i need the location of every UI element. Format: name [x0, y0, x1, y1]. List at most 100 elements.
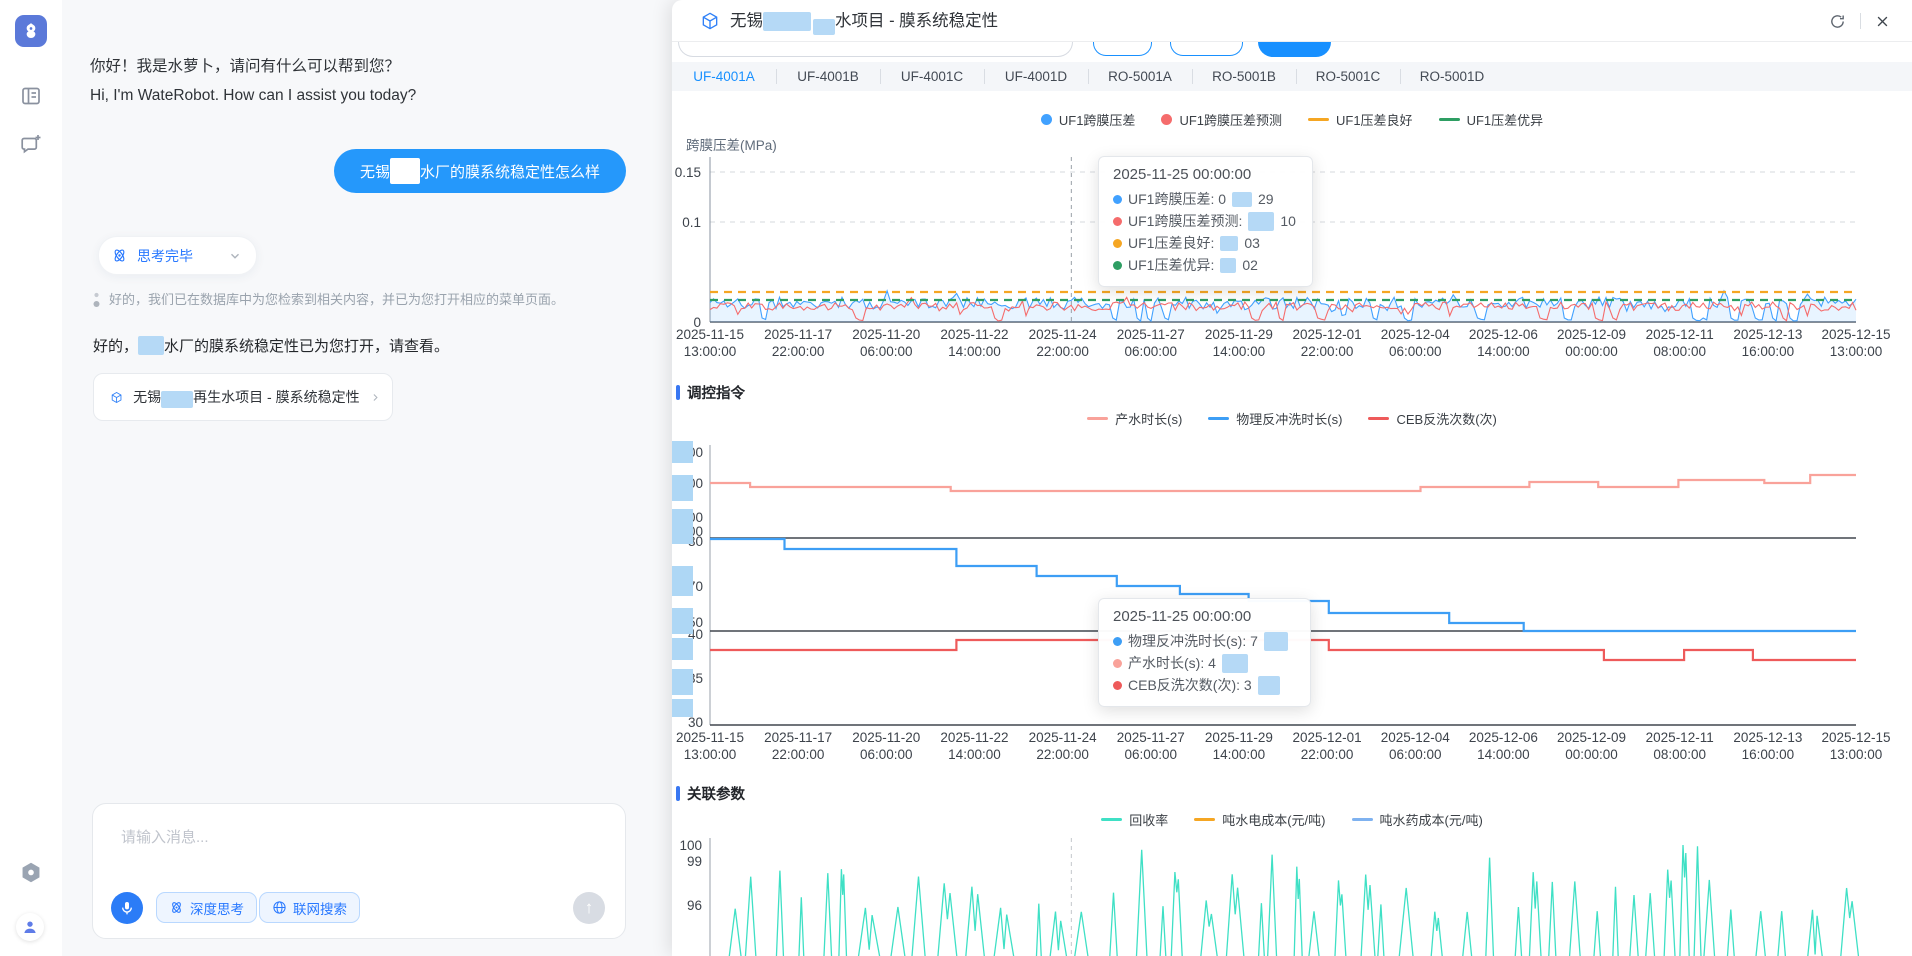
tab-RO-5001D[interactable]: RO-5001D: [1400, 62, 1504, 91]
project-nav-card[interactable]: 无锡再生水项目 - 膜系统稳定性: [93, 373, 393, 421]
assistant-reply: 好的， 水厂的膜系统稳定性已为您打开，请查看。: [93, 335, 449, 359]
send-button[interactable]: ↑: [573, 892, 605, 924]
tooltip-rows: UF1跨膜压差: 029UF1跨膜压差预测: 10UF1压差良好: 03UF1压…: [1113, 188, 1296, 276]
globe-icon: [272, 900, 287, 915]
svg-text:2025-12-09: 2025-12-09: [1557, 730, 1626, 745]
detail-panel: 无锡水项目 - 膜系统稳定性 UF-4001AUF-4001BUF-4001CU…: [672, 0, 1912, 956]
svg-text:00: 00: [688, 510, 703, 525]
user-message-bubble: 无锡水厂的膜系统稳定性怎么样: [334, 149, 626, 193]
svg-text:99: 99: [687, 854, 702, 869]
legend-label: UF1跨膜压差: [1059, 110, 1136, 129]
svg-text:2025-11-22: 2025-11-22: [940, 327, 1008, 342]
thinking-status-pill[interactable]: 思考完毕: [98, 236, 257, 275]
toolbar-button-clipped-primary[interactable]: [1258, 42, 1331, 57]
legend-marker: [1368, 417, 1389, 420]
section-accent-bar: [676, 385, 680, 400]
legend-membrane-pressure: UF1跨膜压差 UF1跨膜压差预测 UF1压差良好 UF1压差优异: [672, 110, 1912, 129]
section-accent-bar: [676, 786, 680, 801]
tab-RO-5001A[interactable]: RO-5001A: [1088, 62, 1192, 91]
redaction: [1220, 236, 1238, 251]
reply-prefix: 好的，: [93, 338, 138, 355]
cube-icon: [700, 11, 720, 31]
svg-text:00: 00: [688, 524, 703, 539]
app-logo[interactable]: [15, 15, 47, 47]
legend-item[interactable]: 产水时长(s): [1087, 409, 1182, 428]
legend-item[interactable]: CEB反洗次数(次): [1368, 409, 1496, 428]
redaction: [672, 475, 693, 501]
svg-text:22:00:00: 22:00:00: [772, 747, 825, 762]
sidebar-rail: [0, 0, 63, 956]
legend-item[interactable]: 吨水电成本(元/吨): [1194, 810, 1325, 829]
tooltip-row: 产水时长(s): 4: [1113, 652, 1294, 674]
redaction: [672, 509, 693, 533]
legend-item[interactable]: 吨水药成本(元/吨): [1352, 810, 1483, 829]
svg-text:96: 96: [687, 898, 702, 913]
redaction: [672, 441, 693, 463]
deep-think-toggle[interactable]: 深度思考: [156, 892, 257, 923]
svg-text:08:00:00: 08:00:00: [1653, 344, 1706, 359]
divider: [1860, 13, 1861, 29]
redaction: [672, 566, 693, 596]
user-message-prefix: 无锡: [360, 161, 390, 182]
settings-icon[interactable]: [18, 860, 44, 886]
svg-text:2025-11-27: 2025-11-27: [1117, 327, 1185, 342]
legend-item[interactable]: UF1压差良好: [1308, 110, 1413, 129]
svg-text:2025-12-01: 2025-12-01: [1293, 327, 1362, 342]
refresh-icon[interactable]: [1829, 13, 1846, 30]
filter-input-clipped[interactable]: [678, 42, 1073, 57]
cube-icon: [110, 388, 123, 407]
thinking-status-label: 思考完毕: [137, 246, 193, 266]
chevron-right-icon: [370, 390, 380, 405]
svg-text:2025-12-11: 2025-12-11: [1646, 327, 1714, 342]
tool-status-row: 好的，我们已在数据库中为您检索到相关内容，并已为您打开相应的菜单页面。: [92, 290, 652, 312]
legend-item[interactable]: 物理反冲洗时长(s): [1208, 409, 1342, 428]
svg-text:00: 00: [688, 476, 703, 491]
legend-item[interactable]: UF1跨膜压差预测: [1161, 110, 1282, 129]
waterobot-logo-icon: [21, 21, 41, 41]
new-chat-icon[interactable]: [19, 132, 43, 156]
close-icon[interactable]: [1875, 14, 1890, 29]
svg-text:14:00:00: 14:00:00: [1213, 747, 1266, 762]
tab-UF-4001A[interactable]: UF-4001A: [672, 62, 776, 91]
legend-item[interactable]: UF1跨膜压差: [1041, 110, 1136, 129]
svg-text:2025-12-06: 2025-12-06: [1469, 730, 1538, 745]
legend-marker: [1087, 417, 1108, 420]
svg-text:2025-11-20: 2025-11-20: [852, 730, 920, 745]
svg-text:0.1: 0.1: [682, 215, 701, 230]
svg-text:13:00:00: 13:00:00: [684, 344, 737, 359]
svg-text:0: 0: [693, 315, 701, 330]
tab-RO-5001C[interactable]: RO-5001C: [1296, 62, 1400, 91]
svg-text:50: 50: [688, 615, 703, 630]
svg-text:2025-11-20: 2025-11-20: [852, 327, 920, 342]
legend-label: 物理反冲洗时长(s): [1236, 409, 1342, 428]
legend-item[interactable]: UF1压差优异: [1439, 110, 1544, 129]
tab-bar: UF-4001AUF-4001BUF-4001CUF-4001DRO-5001A…: [672, 62, 1912, 91]
redaction: [763, 12, 811, 31]
tab-RO-5001B[interactable]: RO-5001B: [1192, 62, 1296, 91]
toolbar-button-clipped-1[interactable]: [1093, 42, 1152, 56]
microphone-icon: [119, 900, 135, 916]
chart-related-params: 1009996: [679, 838, 1858, 956]
panel-title-suffix: 水项目 - 膜系统稳定性: [835, 12, 998, 30]
greeting-line-zh: 你好！我是水萝卜，请问有什么可以帮到您？: [90, 52, 416, 81]
svg-text:2025-11-17: 2025-11-17: [764, 730, 832, 745]
message-composer[interactable]: 请输入消息... 深度思考 联网搜索 ↑: [92, 803, 626, 939]
tab-UF-4001B[interactable]: UF-4001B: [776, 62, 880, 91]
svg-text:06:00:00: 06:00:00: [1124, 344, 1177, 359]
user-avatar[interactable]: [16, 913, 44, 941]
composer-placeholder[interactable]: 请输入消息...: [121, 826, 209, 847]
workspace-panel-icon[interactable]: [19, 84, 43, 108]
reply-suffix: 水厂的膜系统稳定性已为您打开，请查看。: [164, 338, 449, 355]
arrow-up-icon: ↑: [585, 898, 594, 918]
tooltip-title: 2025-11-25 00:00:00: [1113, 608, 1294, 625]
voice-input-button[interactable]: [111, 892, 143, 924]
web-search-toggle[interactable]: 联网搜索: [259, 892, 360, 923]
legend-marker: [1308, 118, 1329, 121]
svg-text:22:00:00: 22:00:00: [1301, 747, 1354, 762]
legend-item[interactable]: 回收率: [1101, 810, 1168, 829]
toolbar-button-clipped-2[interactable]: [1170, 42, 1243, 56]
tab-UF-4001C[interactable]: UF-4001C: [880, 62, 984, 91]
tab-UF-4001D[interactable]: UF-4001D: [984, 62, 1088, 91]
redaction: [138, 336, 164, 355]
legend-marker: [1101, 818, 1122, 821]
